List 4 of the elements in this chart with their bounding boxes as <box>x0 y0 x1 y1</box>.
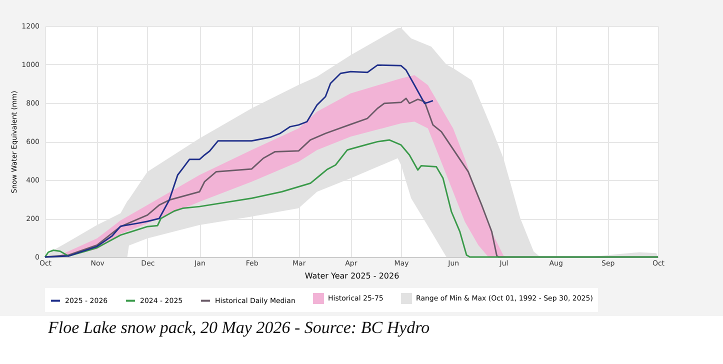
text: Floe Lake snow pack, 20 May 2026 - Source: BC Hydro <box>47 317 431 338</box>
line-series <box>44 64 434 258</box>
x-axis-title: Water Year 2025 - 2026 <box>304 272 400 280</box>
line-series <box>44 139 659 258</box>
